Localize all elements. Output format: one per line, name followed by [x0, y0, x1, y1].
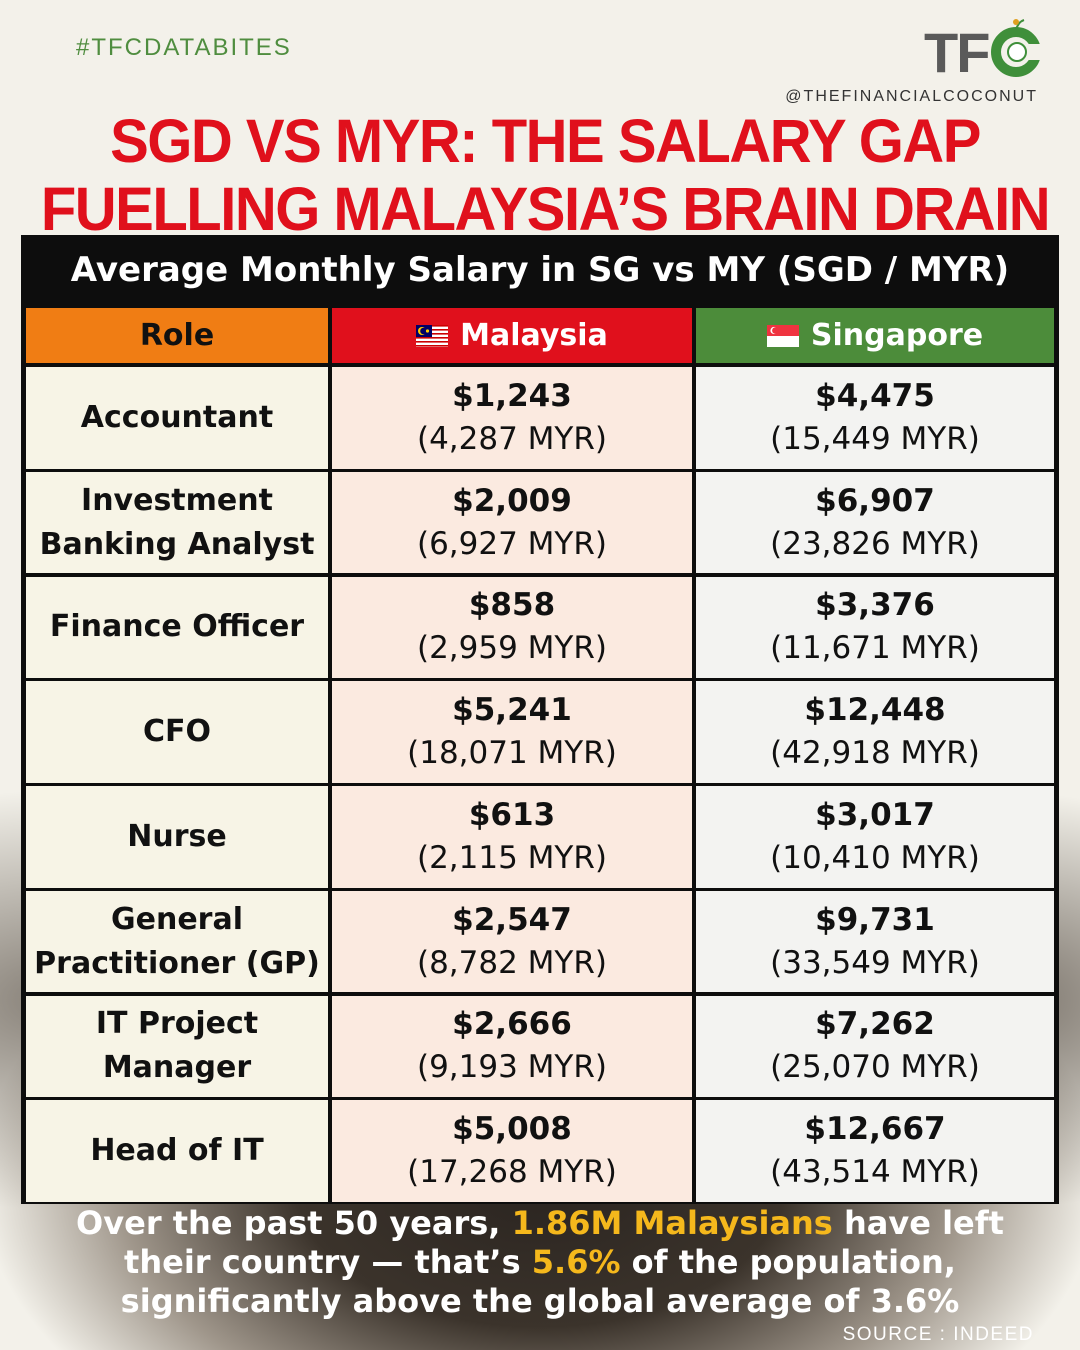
social-handle: @THEFINANCIALCOCONUT	[785, 88, 1038, 105]
role-label: Investment	[81, 482, 273, 518]
footer-line-1: Over the past 50 years, 1.86M Malaysians…	[0, 1204, 1080, 1243]
malaysia-salary-cell: $2,009 (6,927 MYR)	[332, 471, 692, 574]
malaysia-salary-cell: $858 (2,959 MYR)	[332, 576, 692, 678]
headline: SGD VS MYR: THE SALARY GAP FUELLING MALA…	[0, 108, 1080, 244]
sg-myr-value: (15,449 MYR)	[770, 420, 980, 457]
role-label: Nurse	[127, 818, 227, 854]
footer-text: have left	[832, 1204, 1004, 1242]
logo-sprout-icon	[1015, 19, 1025, 31]
my-sgd-value: $613	[468, 796, 556, 833]
column-header-role: Role	[26, 308, 328, 363]
footer-text: their country — that’s	[124, 1243, 532, 1281]
sg-sgd-value: $9,731	[815, 901, 935, 938]
sg-myr-value: (23,826 MYR)	[770, 525, 980, 562]
singapore-salary-cell: $12,667 (43,514 MYR)	[696, 1100, 1054, 1202]
role-cell: CFO	[26, 681, 328, 783]
role-cell: Investment Banking Analyst	[26, 471, 328, 574]
sg-myr-value: (42,918 MYR)	[770, 735, 980, 771]
singapore-salary-cell: $3,017 (10,410 MYR)	[696, 786, 1054, 888]
role-cell: General Practitioner (GP)	[26, 890, 328, 993]
role-label: Manager	[102, 1050, 252, 1086]
logo-sprout-dot	[1013, 19, 1019, 25]
role-label: General	[111, 901, 243, 937]
malaysia-salary-cell: $1,243 (4,287 MYR)	[332, 367, 692, 469]
role-label: Accountant	[80, 399, 274, 435]
malaysia-flag-icon	[416, 324, 449, 347]
malaysia-salary-cell: $2,666 (9,193 MYR)	[332, 995, 692, 1097]
sg-sgd-value: $6,907	[815, 482, 935, 519]
footer-highlight-migrants: 1.86M Malaysians	[511, 1204, 833, 1242]
sg-myr-value: (11,671 MYR)	[770, 630, 980, 667]
malaysia-salary-cell: $613 (2,115 MYR)	[332, 786, 692, 888]
my-myr-value: (4,287 MYR)	[416, 420, 607, 457]
role-label: Practitioner (GP)	[34, 945, 320, 981]
column-header-label: Malaysia	[460, 318, 608, 353]
role-label: Head of IT	[90, 1133, 264, 1168]
my-myr-value: (18,071 MYR)	[407, 735, 617, 771]
column-header-label: Singapore	[810, 318, 984, 353]
my-sgd-value: $2,009	[452, 482, 572, 519]
headline-line-1: SGD VS MYR: THE SALARY GAP	[110, 107, 981, 176]
sg-myr-value: (10,410 MYR)	[770, 839, 980, 876]
role-label: IT Project	[95, 1006, 259, 1042]
sg-sgd-value: $4,475	[815, 377, 935, 414]
my-sgd-value: $5,241	[452, 692, 572, 728]
my-sgd-value: $2,666	[452, 1006, 572, 1043]
footer-text: of the population,	[620, 1243, 956, 1281]
my-myr-value: (9,193 MYR)	[416, 1049, 607, 1086]
hashtag: #TFCDATABITES	[76, 34, 292, 61]
logo-coconut-gap	[1024, 44, 1046, 60]
my-myr-value: (2,115 MYR)	[416, 839, 607, 876]
my-myr-value: (6,927 MYR)	[416, 525, 607, 562]
my-sgd-value: $858	[468, 587, 556, 624]
singapore-salary-cell: $9,731 (33,549 MYR)	[696, 890, 1054, 993]
footer-text: Over the past 50 years,	[76, 1204, 512, 1242]
sg-sgd-value: $12,667	[804, 1111, 946, 1147]
malaysia-salary-cell: $2,547 (8,782 MYR)	[332, 890, 692, 993]
role-cell: Accountant	[26, 367, 328, 469]
singapore-salary-cell: $3,376 (11,671 MYR)	[696, 576, 1054, 678]
column-header-label: Role	[139, 318, 215, 353]
tfc-logo: TF	[924, 19, 1046, 80]
sg-sgd-value: $3,017	[815, 796, 935, 833]
role-label: Banking Analyst	[39, 526, 315, 562]
source-credit: SOURCE : INDEED	[842, 1324, 1034, 1345]
footer-highlight-percent: 5.6%	[531, 1243, 621, 1281]
malaysia-salary-cell: $5,008 (17,268 MYR)	[332, 1100, 692, 1202]
sg-myr-value: (43,514 MYR)	[770, 1154, 980, 1190]
column-header-malaysia: Malaysia	[332, 308, 692, 363]
my-myr-value: (17,268 MYR)	[407, 1154, 617, 1190]
my-sgd-value: $2,547	[452, 901, 572, 938]
sg-sgd-value: $3,376	[815, 587, 935, 624]
singapore-salary-cell: $12,448 (42,918 MYR)	[696, 681, 1054, 783]
my-sgd-value: $1,243	[452, 377, 572, 414]
role-label: Finance Officer	[49, 609, 305, 645]
logo-coconut-inner	[1007, 42, 1027, 62]
singapore-salary-cell: $4,475 (15,449 MYR)	[696, 367, 1054, 469]
malaysia-salary-cell: $5,241 (18,071 MYR)	[332, 681, 692, 783]
headline-line-2: FUELLING MALAYSIA’S BRAIN DRAIN	[40, 174, 1051, 244]
my-myr-value: (8,782 MYR)	[416, 944, 607, 981]
footer-line-3: significantly above the global average o…	[120, 1282, 960, 1320]
singapore-salary-cell: $7,262 (25,070 MYR)	[696, 995, 1054, 1097]
footer-statement: Over the past 50 years, 1.86M Malaysians…	[0, 1204, 1080, 1321]
logo-text: TF	[924, 21, 989, 80]
my-sgd-value: $5,008	[452, 1111, 572, 1147]
sg-myr-value: (33,549 MYR)	[770, 944, 980, 981]
sg-sgd-value: $12,448	[804, 692, 946, 728]
salary-table: Average Monthly Salary in SG vs MY (SGD …	[21, 235, 1059, 1204]
sg-sgd-value: $7,262	[815, 1006, 935, 1043]
singapore-salary-cell: $6,907 (23,826 MYR)	[696, 471, 1054, 574]
role-cell: Nurse	[26, 786, 328, 888]
footer-line-2: their country — that’s 5.6% of the popul…	[0, 1243, 1080, 1282]
role-label: CFO	[142, 714, 211, 749]
sg-myr-value: (25,070 MYR)	[770, 1049, 980, 1086]
column-header-singapore: Singapore	[696, 308, 1054, 363]
my-myr-value: (2,959 MYR)	[416, 630, 607, 667]
role-cell: Head of IT	[26, 1100, 328, 1202]
role-cell: Finance Officer	[26, 576, 328, 678]
role-cell: IT Project Manager	[26, 995, 328, 1097]
singapore-flag-icon	[766, 324, 799, 347]
table-title: Average Monthly Salary in SG vs MY (SGD …	[70, 250, 1010, 290]
